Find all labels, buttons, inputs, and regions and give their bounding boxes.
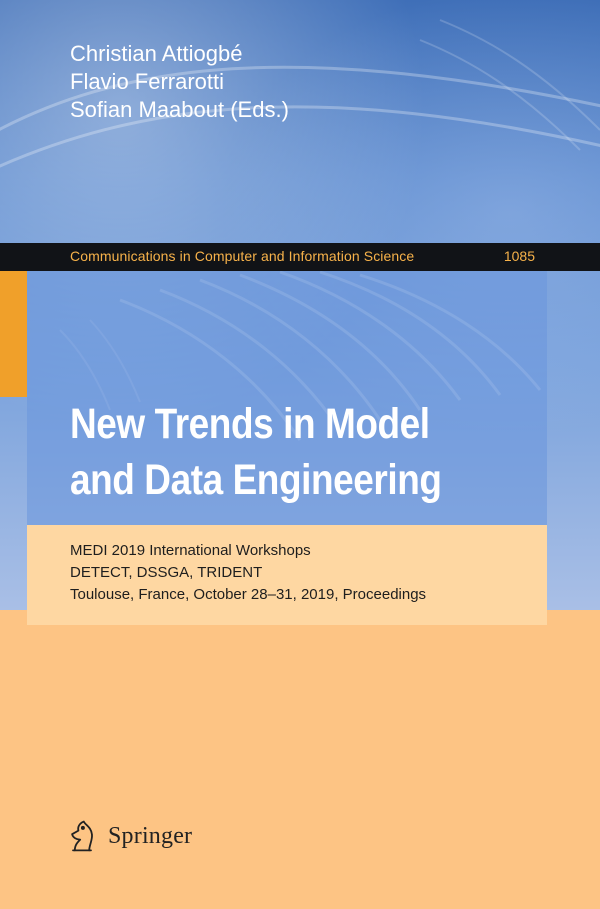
publisher-logo-block: Springer (64, 818, 192, 854)
editor-name: Flavio Ferrarotti (70, 69, 225, 94)
book-title-line: and Data Engineering (70, 456, 442, 504)
editors-list: Christian Attiogbé Flavio Ferrarotti Sof… (70, 40, 289, 124)
book-title-line: New Trends in Model (70, 400, 430, 448)
title-panel (27, 271, 547, 525)
springer-chess-knight-icon (71, 820, 93, 852)
editor-name: Sofian Maabout (Eds.) (70, 97, 289, 122)
subtitle-line: DETECT, DSSGA, TRIDENT (70, 564, 263, 581)
editor-name: Christian Attiogbé (70, 41, 243, 66)
subtitle-line: Toulouse, France, October 28–31, 2019, P… (70, 586, 427, 603)
book-title: New Trends in Model and Data Engineering (70, 396, 442, 508)
series-volume-number: 1085 (503, 248, 535, 264)
accent-tab (0, 271, 27, 397)
subtitle-line: MEDI 2019 International Workshops (70, 542, 311, 559)
publisher-name: Springer (108, 822, 193, 849)
series-band (0, 243, 600, 271)
book-subtitle: MEDI 2019 International Workshops DETECT… (70, 540, 426, 606)
subtitle-panel (27, 525, 547, 625)
series-title: Communications in Computer and Informati… (70, 248, 415, 264)
